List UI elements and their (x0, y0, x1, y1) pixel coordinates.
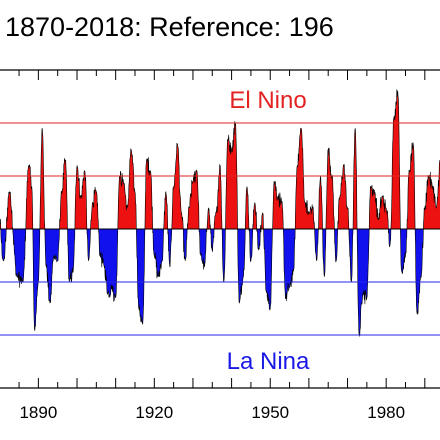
x-tick-label-1980: 1980 (367, 403, 405, 422)
la-nina-label: La Nina (227, 348, 310, 375)
x-tick-label-1920: 1920 (135, 403, 173, 422)
chart-title: : 1870-2018: Reference: 196 (0, 12, 334, 42)
area-layer (0, 89, 440, 337)
x-tick-label-1950: 1950 (251, 403, 289, 422)
x-tick-label-1890: 1890 (19, 403, 57, 422)
reference-lines (0, 122, 440, 336)
el-nino-area (0, 89, 440, 230)
la-nina-area (0, 228, 440, 337)
x-ticks: 1890 1920 1950 1980 (18, 70, 426, 422)
el-nino-label: El Nino (229, 87, 306, 114)
